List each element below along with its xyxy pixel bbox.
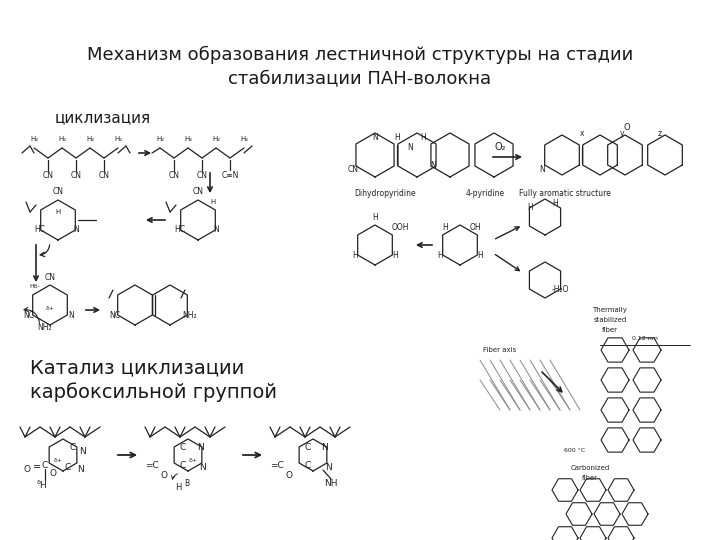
Text: H₂: H₂ — [58, 136, 66, 142]
Text: NH: NH — [324, 478, 338, 488]
Text: C: C — [180, 461, 186, 469]
Text: C: C — [305, 442, 311, 451]
Text: NH₂: NH₂ — [37, 322, 53, 332]
Text: O: O — [50, 469, 56, 477]
Text: H: H — [210, 199, 215, 205]
Text: NC: NC — [24, 310, 35, 320]
Text: карбоксильной группой: карбоксильной группой — [30, 382, 277, 402]
Text: N: N — [322, 442, 328, 451]
Text: H: H — [394, 132, 400, 141]
Text: H: H — [352, 251, 358, 260]
Text: HC: HC — [174, 226, 186, 234]
Text: O: O — [24, 465, 30, 475]
Text: CN: CN — [348, 165, 359, 174]
Text: NC: NC — [109, 310, 120, 320]
Text: fiber: fiber — [602, 327, 618, 333]
Text: Fiber axis: Fiber axis — [483, 347, 517, 353]
Text: O₂: O₂ — [494, 142, 505, 152]
Text: циклизация: циклизация — [55, 111, 151, 125]
Text: 600 °C: 600 °C — [564, 448, 585, 453]
Text: CN: CN — [53, 187, 63, 197]
Text: CN: CN — [42, 172, 53, 180]
Text: C: C — [180, 442, 186, 451]
Text: C: C — [305, 461, 311, 469]
Text: 0.12 nm: 0.12 nm — [632, 335, 658, 341]
Text: CN: CN — [71, 172, 81, 180]
Text: H: H — [420, 132, 426, 141]
Text: H: H — [40, 481, 46, 489]
Text: Thermally: Thermally — [593, 307, 627, 313]
Text: N: N — [325, 462, 331, 471]
Text: Катализ циклизации: Катализ циклизации — [30, 359, 244, 377]
Text: H₂: H₂ — [184, 136, 192, 142]
Text: C: C — [70, 442, 76, 451]
Text: H₂: H₂ — [86, 136, 94, 142]
Text: O: O — [286, 470, 292, 480]
Text: N: N — [197, 442, 203, 451]
Text: N: N — [407, 143, 413, 152]
Text: H: H — [442, 222, 448, 232]
Text: H: H — [55, 209, 60, 215]
Text: =: = — [33, 462, 41, 472]
Text: N: N — [539, 165, 545, 174]
Text: N: N — [372, 132, 378, 141]
Text: OH: OH — [469, 222, 481, 232]
Text: N: N — [199, 462, 207, 471]
Text: Dihydropyridine: Dihydropyridine — [354, 188, 416, 198]
Text: δ+: δ+ — [53, 457, 63, 462]
Text: CN: CN — [99, 172, 109, 180]
Text: H₂: H₂ — [212, 136, 220, 142]
Text: δ+: δ+ — [189, 457, 197, 462]
Text: N: N — [213, 226, 219, 234]
Text: N: N — [430, 160, 436, 170]
Text: H: H — [392, 251, 398, 260]
Text: H₂: H₂ — [240, 136, 248, 142]
Text: H₂: H₂ — [30, 136, 38, 142]
Text: CN: CN — [45, 273, 55, 281]
Text: fiber: fiber — [582, 475, 598, 481]
Text: B: B — [184, 478, 189, 488]
Text: Hδ-: Hδ- — [30, 285, 40, 289]
Text: H: H — [437, 251, 443, 260]
Text: -H₂O: -H₂O — [552, 286, 569, 294]
Text: 4-pyridine: 4-pyridine — [465, 188, 505, 198]
Text: N: N — [78, 465, 84, 475]
Text: H: H — [552, 199, 558, 207]
Text: H: H — [527, 202, 533, 212]
Text: =C: =C — [270, 461, 284, 469]
Text: H: H — [372, 213, 378, 221]
Text: =C: =C — [145, 461, 159, 469]
Text: stabilized: stabilized — [593, 317, 626, 323]
Text: N: N — [80, 448, 86, 456]
Text: H₂: H₂ — [114, 136, 122, 142]
Text: O: O — [161, 470, 168, 480]
Text: C≡N: C≡N — [221, 172, 239, 180]
Text: HC: HC — [35, 226, 45, 234]
Text: z: z — [658, 129, 662, 138]
Text: x: x — [580, 129, 584, 138]
Text: O: O — [624, 123, 630, 132]
Text: H₂: H₂ — [156, 136, 164, 142]
Text: CN: CN — [197, 172, 207, 180]
Text: y: y — [620, 129, 624, 138]
Text: H: H — [477, 251, 483, 260]
Text: Механизм образования лестничной структуры на стадии: Механизм образования лестничной структур… — [87, 46, 633, 64]
Text: N: N — [68, 310, 74, 320]
Text: H: H — [175, 483, 181, 491]
Text: CN: CN — [168, 172, 179, 180]
Text: δ-: δ- — [37, 481, 43, 485]
Text: C: C — [65, 462, 71, 471]
Text: NH₂: NH₂ — [183, 310, 197, 320]
Text: Carbonized: Carbonized — [570, 465, 610, 471]
Text: N: N — [73, 226, 79, 234]
Text: OOH: OOH — [391, 222, 409, 232]
Text: C: C — [42, 461, 48, 469]
Text: Fully aromatic structure: Fully aromatic structure — [519, 188, 611, 198]
Text: стабилизации ПАН-волокна: стабилизации ПАН-волокна — [228, 69, 492, 87]
Text: δ+: δ+ — [45, 306, 55, 310]
Text: CN: CN — [192, 187, 204, 197]
